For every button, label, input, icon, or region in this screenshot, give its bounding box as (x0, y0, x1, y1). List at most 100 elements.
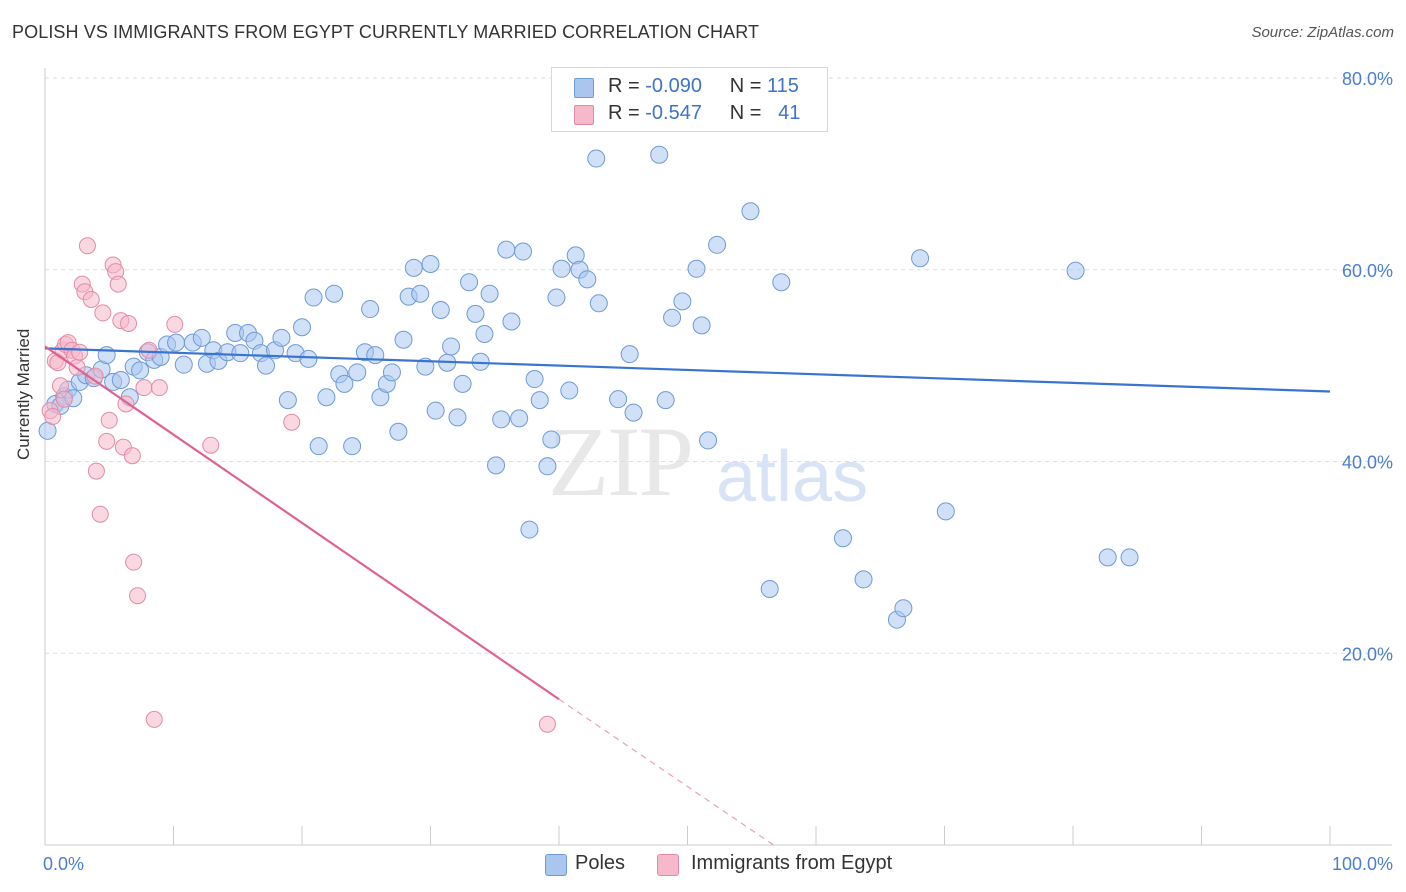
data-point-poles (609, 390, 628, 409)
data-point-poles (520, 520, 539, 539)
data-point-poles (167, 333, 186, 352)
data-point-egypt (145, 710, 163, 728)
data-point-poles (335, 374, 354, 393)
legend-swatch-poles (574, 78, 594, 98)
r-value: -0.547 (645, 102, 702, 124)
data-point-poles (343, 437, 362, 456)
gridlines (45, 77, 1392, 654)
trend-lines (44, 345, 1331, 846)
trend-line-poles (44, 347, 1331, 393)
data-point-egypt (55, 390, 73, 408)
x-tick-labels: 0.0% 100.0% (43, 854, 1393, 874)
data-point-poles (673, 292, 692, 311)
data-point-poles (772, 273, 791, 292)
data-point-egypt (129, 587, 147, 605)
data-point-poles (692, 316, 711, 335)
data-point-poles (542, 430, 561, 449)
data-point-poles (1098, 548, 1117, 567)
data-point-poles (111, 371, 130, 390)
correlation-legend: R = -0.090 N = 115 R = -0.547 N = 41 (551, 67, 828, 132)
y-tick-label: 20.0% (1342, 644, 1393, 664)
legend-stats-poles: R = -0.090 N = 115 (608, 75, 799, 98)
data-point-poles (620, 345, 639, 364)
n-label: N = (729, 75, 762, 97)
data-point-egypt (135, 379, 153, 397)
source-credit: Source: ZipAtlas.com (1251, 24, 1394, 41)
data-point-poles (492, 410, 511, 429)
legend-swatch-poles (545, 854, 567, 876)
data-point-egypt (150, 379, 168, 397)
data-point-poles (366, 346, 385, 365)
data-point-poles (317, 388, 336, 407)
data-point-poles (1066, 261, 1085, 280)
data-point-poles (1120, 548, 1139, 567)
data-point-egypt (109, 275, 127, 293)
data-point-egypt (120, 314, 138, 332)
data-point-poles (348, 363, 367, 382)
data-point-egypt (202, 436, 220, 454)
trend-line-egypt-extrapolated (558, 698, 774, 846)
data-point-poles (382, 363, 401, 382)
data-point-poles (911, 249, 930, 268)
data-point-egypt (78, 237, 96, 255)
data-point-egypt (125, 553, 143, 571)
data-point-poles (174, 355, 193, 374)
data-point-poles (547, 288, 566, 307)
y-tick-label: 40.0% (1342, 453, 1393, 473)
y-tick-label: 60.0% (1342, 261, 1393, 281)
data-point-egypt (44, 407, 62, 425)
y-tick-label: 80.0% (1342, 69, 1393, 89)
data-point-poles (538, 457, 557, 476)
data-point-poles (131, 361, 150, 380)
data-point-poles (514, 242, 533, 261)
data-point-poles (394, 330, 413, 349)
data-point-poles (426, 401, 445, 420)
data-point-poles (487, 456, 506, 475)
chart-title: POLISH VS IMMIGRANTS FROM EGYPT CURRENTL… (12, 22, 760, 42)
data-point-poles (475, 324, 494, 343)
legend-label-poles: Poles (575, 852, 626, 874)
r-label: R = (608, 75, 640, 97)
legend-swatch-egypt (574, 105, 594, 125)
legend-stats-egypt: R = -0.547 N = 41 (608, 102, 800, 125)
data-point-poles (502, 312, 521, 331)
data-point-egypt (98, 432, 116, 450)
data-point-poles (192, 328, 211, 347)
data-point-poles (278, 391, 297, 410)
axes (44, 68, 1392, 846)
r-label: R = (608, 102, 640, 124)
data-point-egypt (94, 304, 112, 322)
data-point-poles (650, 145, 669, 164)
data-point-poles (325, 284, 344, 303)
data-point-poles (497, 240, 516, 259)
data-point-poles (431, 301, 450, 320)
legend-label-egypt: Immigrants from Egypt (691, 852, 893, 874)
data-point-poles (510, 409, 529, 428)
data-point-poles (231, 344, 250, 363)
data-point-poles (309, 437, 328, 456)
data-point-egypt (538, 715, 556, 733)
data-point-egypt (283, 413, 301, 431)
data-point-poles (460, 273, 479, 292)
data-point-poles (578, 270, 597, 289)
data-point-poles (656, 391, 675, 410)
poles-points (38, 85, 1139, 629)
data-point-egypt (123, 447, 141, 465)
legend-swatch-egypt (657, 854, 679, 876)
data-point-poles (304, 288, 323, 307)
data-point-poles (411, 284, 430, 303)
data-point-egypt (91, 505, 109, 523)
n-value: 41 (778, 102, 801, 124)
data-point-poles (480, 284, 499, 303)
data-point-poles (833, 529, 852, 548)
data-point-poles (552, 259, 571, 278)
data-point-poles (894, 599, 913, 618)
n-label: N = (729, 102, 762, 124)
data-point-poles (687, 259, 706, 278)
data-point-egypt (140, 341, 158, 359)
data-point-egypt (87, 462, 105, 480)
n-value: 115 (767, 75, 799, 97)
data-point-poles (936, 502, 955, 521)
data-point-poles (442, 337, 461, 356)
